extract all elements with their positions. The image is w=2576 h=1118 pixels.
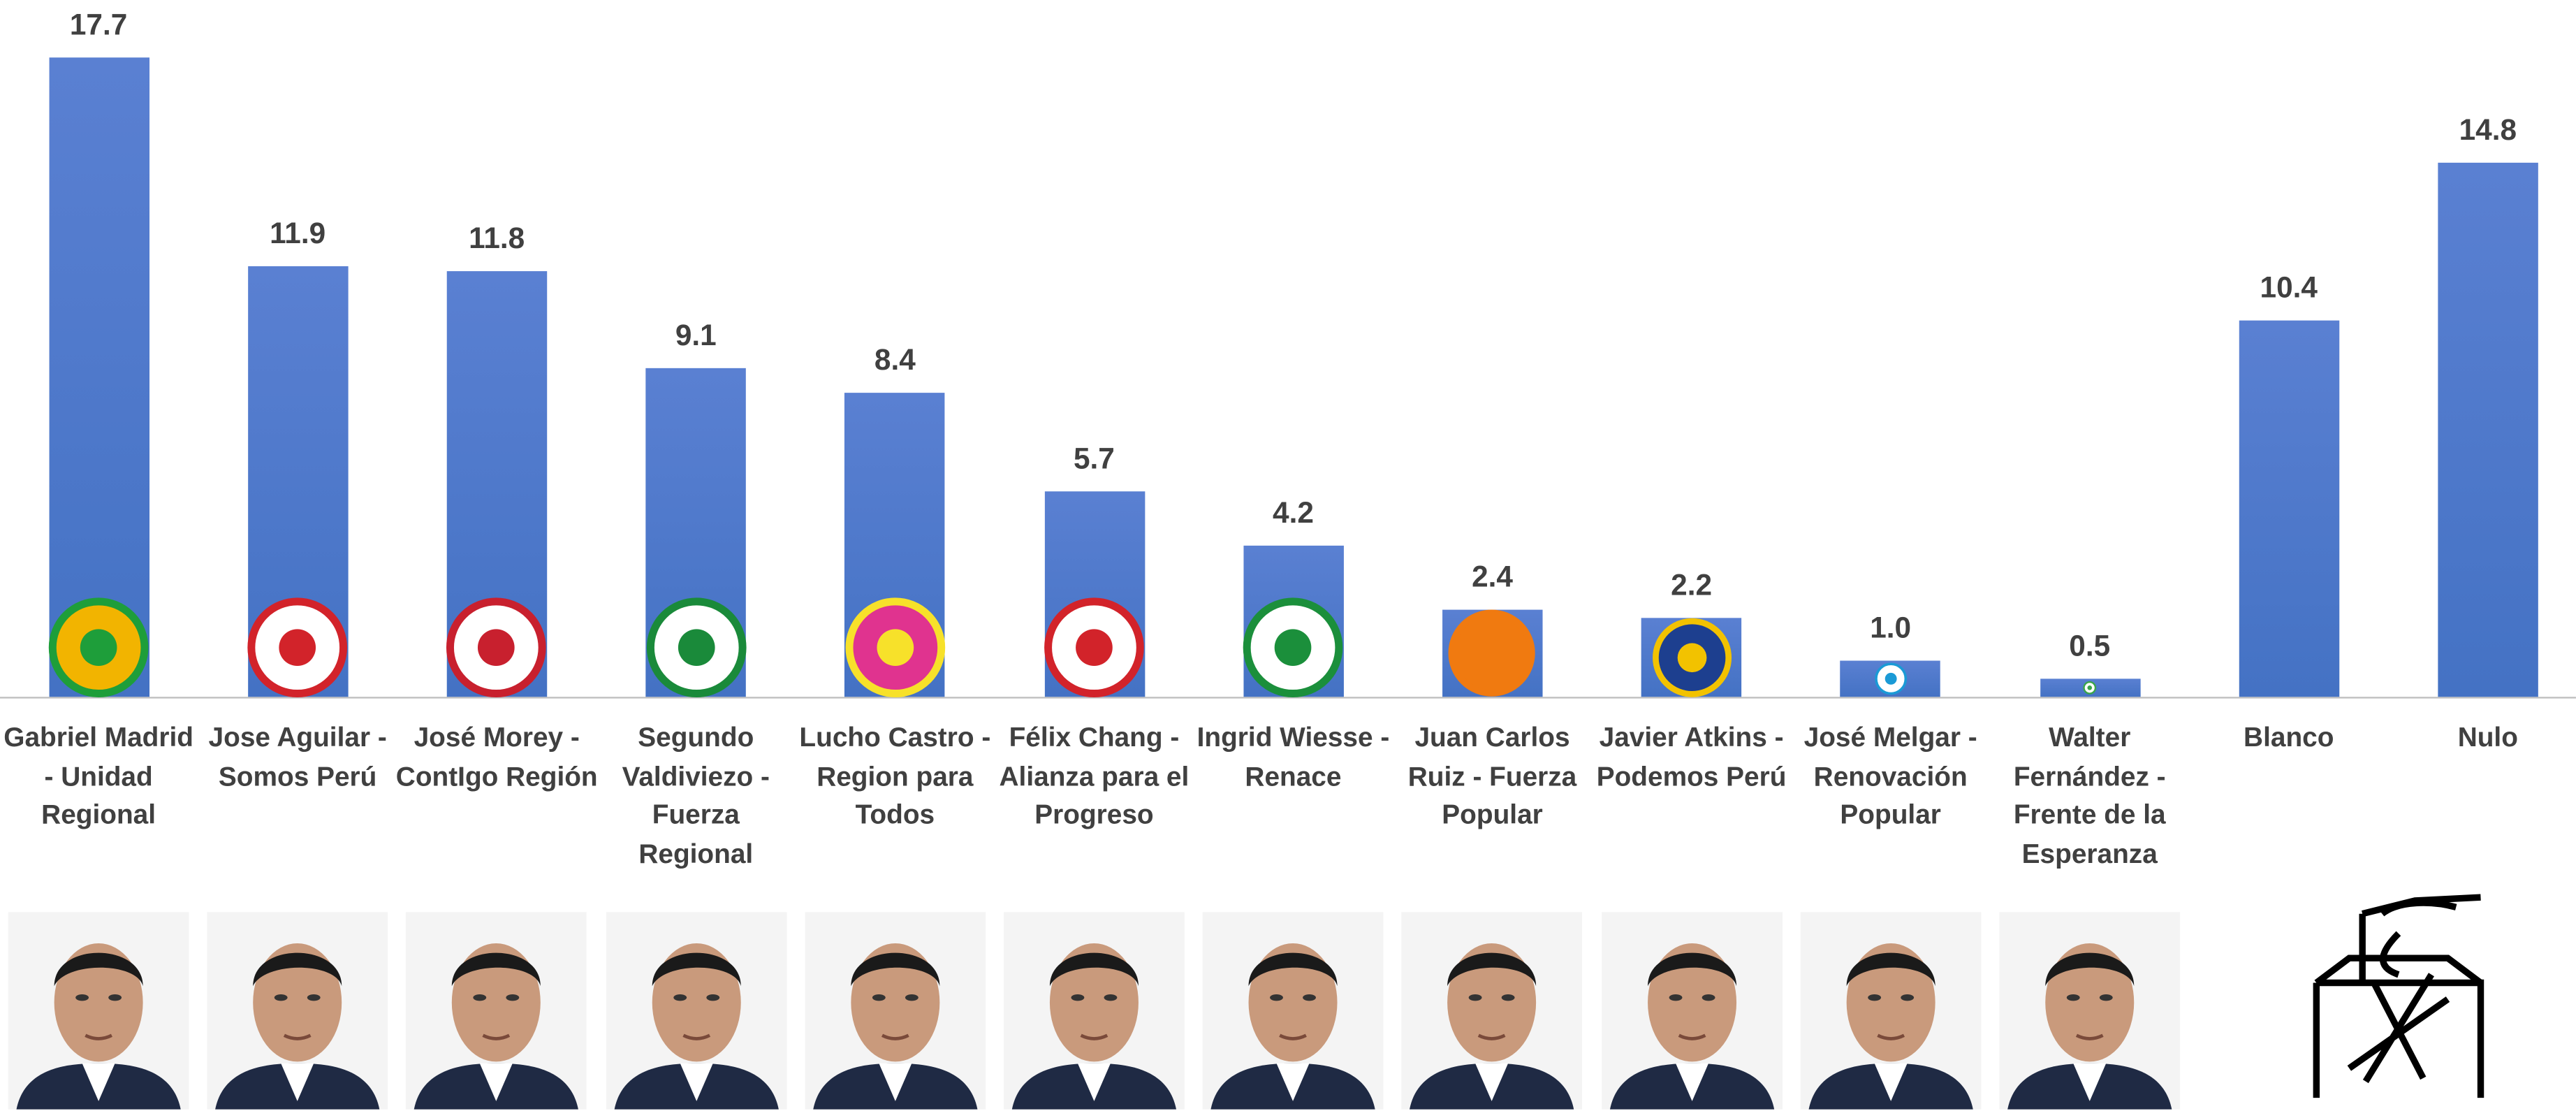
candidate-photo: [8, 912, 189, 1110]
value-label: 1.0: [1870, 611, 1912, 645]
value-label: 8.4: [874, 344, 916, 377]
category-label: José Melgar - Renovación Popular: [1803, 723, 1977, 830]
party-logo: [2083, 681, 2097, 695]
candidate-photo: [605, 912, 786, 1110]
value-label: 4.2: [1273, 495, 1314, 529]
category-label: Javier Atkins - Podemos Perú: [1596, 723, 1787, 792]
party-logo: [645, 597, 746, 698]
value-label: 11.8: [469, 221, 525, 254]
category-label: Jose Aguilar - Somos Perú: [208, 723, 387, 792]
value-label: 2.2: [1671, 567, 1713, 601]
party-logo: [247, 597, 348, 698]
candidate-photo: [1004, 912, 1185, 1110]
category-label: Ingrid Wiesse - Renace: [1196, 723, 1390, 792]
value-label: 5.7: [1073, 441, 1115, 475]
category-label: Juan Carlos Ruiz - Fuerza Popular: [1407, 723, 1577, 830]
value-label: 11.9: [270, 217, 326, 251]
candidate-photo: [1601, 912, 1782, 1110]
value-label: 9.1: [675, 319, 717, 352]
category-label: Walter Fernández - Frente de la Esperanz…: [2013, 723, 2166, 869]
candidate-photo: [805, 912, 986, 1110]
value-label: 0.5: [2069, 629, 2111, 662]
category-label: Gabriel Madrid - Unidad Regional: [3, 723, 193, 830]
party-logo: [1449, 610, 1536, 697]
category-label: Nulo: [2457, 723, 2518, 753]
party-logo: [845, 597, 945, 698]
ballot-icon: [2313, 894, 2484, 1098]
bar: [2438, 162, 2538, 697]
candidate-photo: [1402, 912, 1583, 1110]
party-logo: [48, 597, 149, 698]
candidate-photo: [1203, 912, 1384, 1110]
candidate-photo: [1800, 912, 1982, 1110]
category-label: Blanco: [2244, 723, 2334, 753]
candidate-photo: [1999, 912, 2181, 1110]
category-label: Lucho Castro - Region para Todos: [799, 723, 991, 830]
category-label: Félix Chang - Alianza para el Progreso: [999, 723, 1190, 830]
bar: [2239, 321, 2339, 697]
value-label: 10.4: [2260, 272, 2318, 305]
party-logo: [1652, 617, 1732, 697]
baseline: [0, 697, 2576, 699]
bar: [48, 57, 149, 697]
candidate-photo: [406, 912, 587, 1110]
party-logo: [1044, 597, 1144, 698]
value-label: 2.4: [1472, 560, 1513, 594]
value-label: 14.8: [2459, 112, 2517, 146]
party-logo: [446, 597, 547, 698]
category-label: Segundo Valdiviezo - Fuerza Regional: [622, 723, 770, 869]
category-label: José Morey - ContIgo Región: [395, 723, 598, 792]
candidate-photo: [207, 912, 388, 1110]
value-label: 17.7: [69, 8, 128, 41]
party-logo: [1243, 597, 1343, 698]
party-logo: [1874, 662, 1907, 695]
